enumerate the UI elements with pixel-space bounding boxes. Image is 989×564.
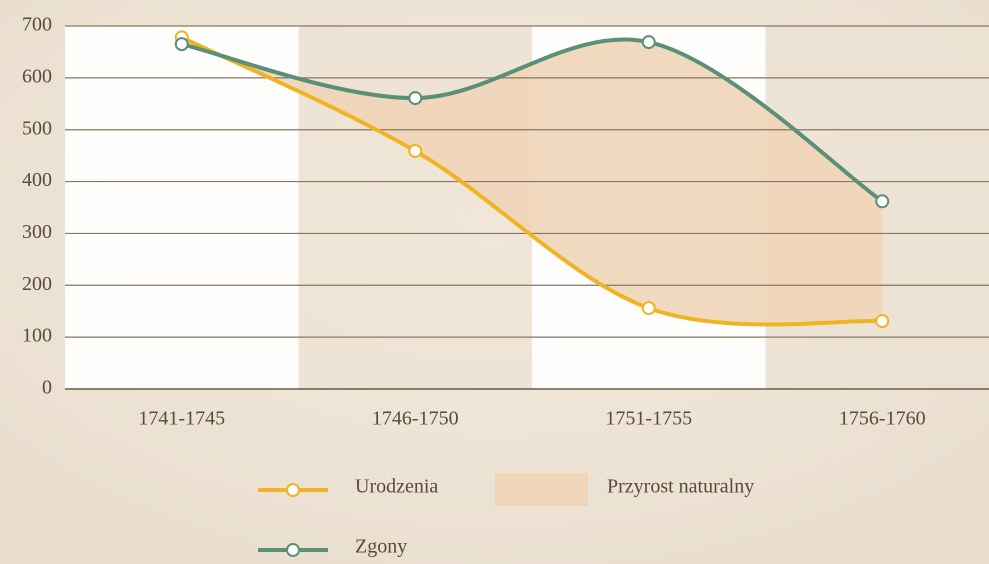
- x-tick-label: 1741-1745: [138, 408, 225, 430]
- y-tick-label: 200: [22, 273, 52, 295]
- point-marker: [641, 35, 656, 50]
- x-tick-label: 1756-1760: [839, 408, 926, 430]
- legend-swatch: [495, 473, 588, 506]
- legend-label: Zgony: [355, 536, 407, 558]
- point-marker: [875, 194, 890, 209]
- point-marker: [641, 301, 656, 316]
- y-tick-label: 100: [22, 325, 52, 347]
- y-tick-label: 300: [22, 221, 52, 243]
- legend-label: Urodzenia: [355, 476, 438, 498]
- point-marker: [408, 143, 423, 158]
- x-tick-label: 1746-1750: [372, 408, 459, 430]
- series-line: [181, 37, 884, 203]
- legend-marker: [286, 483, 300, 497]
- point-marker: [408, 91, 423, 106]
- legend-marker: [286, 543, 300, 557]
- point-marker: [875, 314, 890, 329]
- y-tick-label: 400: [22, 169, 52, 191]
- band: [65, 26, 299, 389]
- series-line: [180, 35, 883, 327]
- y-tick-label: 600: [22, 65, 52, 87]
- y-tick-label: 0: [42, 377, 52, 399]
- y-tick-label: 700: [22, 14, 52, 36]
- difference-area: [181, 37, 883, 325]
- point-marker: [174, 37, 189, 52]
- x-tick-label: 1751-1755: [605, 408, 692, 430]
- y-tick-label: 500: [22, 117, 52, 139]
- legend-label: Przyrost naturalny: [607, 476, 754, 498]
